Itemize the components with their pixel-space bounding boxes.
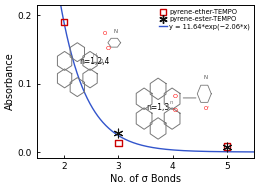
- Text: n=1,2,4: n=1,2,4: [79, 57, 110, 66]
- Legend: pyrene-ether-TEMPO, pyrene-ester-TEMPO, y = 11.64*exp(−2.06*x): pyrene-ether-TEMPO, pyrene-ester-TEMPO, …: [159, 8, 251, 31]
- X-axis label: No. of σ Bonds: No. of σ Bonds: [110, 174, 181, 184]
- Point: [225, 145, 229, 148]
- Point: [116, 142, 120, 145]
- Y-axis label: Absorbance: Absorbance: [5, 52, 15, 110]
- Point: [62, 20, 66, 23]
- Point: [116, 131, 120, 134]
- Point: [225, 146, 229, 149]
- Text: n=1,3: n=1,3: [147, 103, 170, 112]
